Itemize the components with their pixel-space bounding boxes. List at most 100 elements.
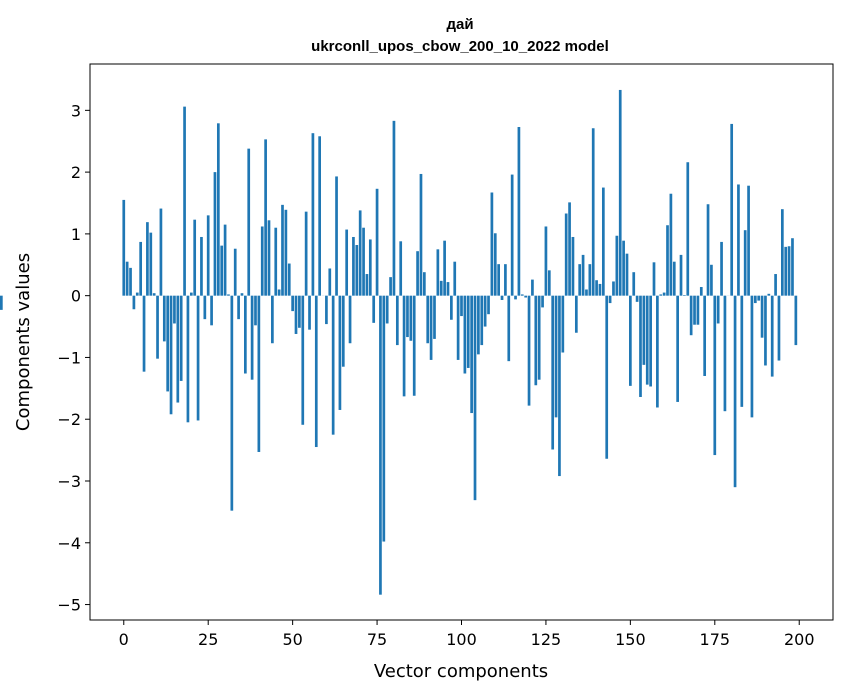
- x-tick-label: 0: [119, 630, 129, 649]
- bar: [770, 295, 774, 377]
- bar: [490, 192, 494, 296]
- bar: [166, 295, 170, 392]
- bar: [571, 236, 575, 296]
- bar: [412, 295, 416, 396]
- bar: [203, 295, 207, 320]
- x-tick-label: 75: [367, 630, 387, 649]
- y-tick-label: 2: [71, 163, 81, 182]
- bar: [689, 295, 693, 336]
- bar: [652, 262, 656, 296]
- bar: [216, 123, 220, 296]
- bar: [780, 209, 784, 296]
- bar: [159, 208, 163, 296]
- bar: [777, 295, 781, 361]
- bar: [173, 295, 176, 324]
- bar: [463, 295, 467, 374]
- bar: [787, 246, 791, 296]
- bar: [277, 289, 281, 296]
- x-tick-label: 125: [531, 630, 562, 649]
- bar: [588, 264, 592, 296]
- bars-group: [0, 89, 798, 595]
- bar: [294, 295, 298, 334]
- bar: [426, 295, 430, 344]
- bar: [206, 215, 210, 296]
- bar: [355, 245, 359, 296]
- bar: [372, 295, 376, 323]
- bar: [436, 249, 440, 296]
- bar: [558, 295, 561, 477]
- bar: [402, 295, 406, 397]
- bar: [591, 128, 595, 296]
- y-axis-label: Components values: [13, 253, 34, 431]
- bar: [450, 295, 453, 320]
- bar: [487, 295, 490, 315]
- bar: [693, 295, 696, 325]
- y-tick-label: −3: [57, 472, 81, 491]
- y-tick-label: 0: [71, 287, 81, 306]
- bar: [244, 295, 247, 374]
- bar: [632, 272, 636, 296]
- bar: [747, 185, 750, 296]
- bar: [429, 295, 433, 360]
- x-tick-label: 200: [784, 630, 815, 649]
- bar: [598, 283, 602, 296]
- bar: [791, 238, 794, 296]
- bar: [520, 294, 524, 296]
- bar: [466, 295, 470, 368]
- bar: [716, 295, 720, 324]
- bar: [311, 133, 315, 296]
- bar: [720, 241, 723, 296]
- bar: [473, 295, 477, 501]
- x-tick-label: 50: [282, 630, 302, 649]
- bar: [308, 295, 311, 330]
- bar: [399, 241, 403, 296]
- bar: [281, 204, 284, 296]
- bar: [568, 202, 571, 296]
- bar: [456, 295, 460, 360]
- bar: [162, 295, 166, 342]
- bar: [189, 292, 193, 296]
- bar: [223, 224, 227, 296]
- bar: [230, 295, 234, 511]
- bar: [250, 295, 254, 380]
- bar: [149, 232, 153, 296]
- plot-frame: [89, 63, 834, 621]
- bar: [146, 222, 149, 296]
- bar: [358, 210, 362, 296]
- bar: [645, 295, 649, 385]
- bar: [480, 295, 484, 346]
- bar: [385, 295, 389, 324]
- bar: [213, 172, 217, 296]
- bar: [477, 295, 480, 355]
- bar: [196, 295, 200, 421]
- bar: [510, 174, 514, 296]
- bar: [341, 295, 345, 367]
- bar: [423, 272, 426, 296]
- bar: [706, 204, 710, 296]
- bar: [470, 295, 473, 414]
- bar: [784, 246, 788, 296]
- bar: [328, 268, 332, 296]
- bar: [753, 295, 757, 304]
- bar: [581, 254, 585, 296]
- bar: [642, 295, 646, 365]
- bar: [460, 295, 463, 317]
- bar: [284, 209, 288, 296]
- chart-title: дай: [446, 16, 473, 33]
- bar: [625, 253, 629, 296]
- bar: [193, 219, 197, 296]
- bar: [531, 279, 534, 296]
- bar: [156, 295, 159, 359]
- bar: [541, 295, 544, 308]
- chart-subtitle: ukrconll_upos_cbow_200_10_2022 model: [311, 38, 609, 55]
- bar: [578, 264, 582, 296]
- bar: [379, 295, 382, 595]
- bar: [713, 295, 717, 456]
- bar: [504, 264, 507, 296]
- bar: [314, 295, 318, 448]
- bar: [794, 295, 798, 346]
- bar: [345, 229, 349, 296]
- bar: [561, 295, 565, 353]
- bar: [325, 295, 328, 325]
- bar: [703, 295, 707, 376]
